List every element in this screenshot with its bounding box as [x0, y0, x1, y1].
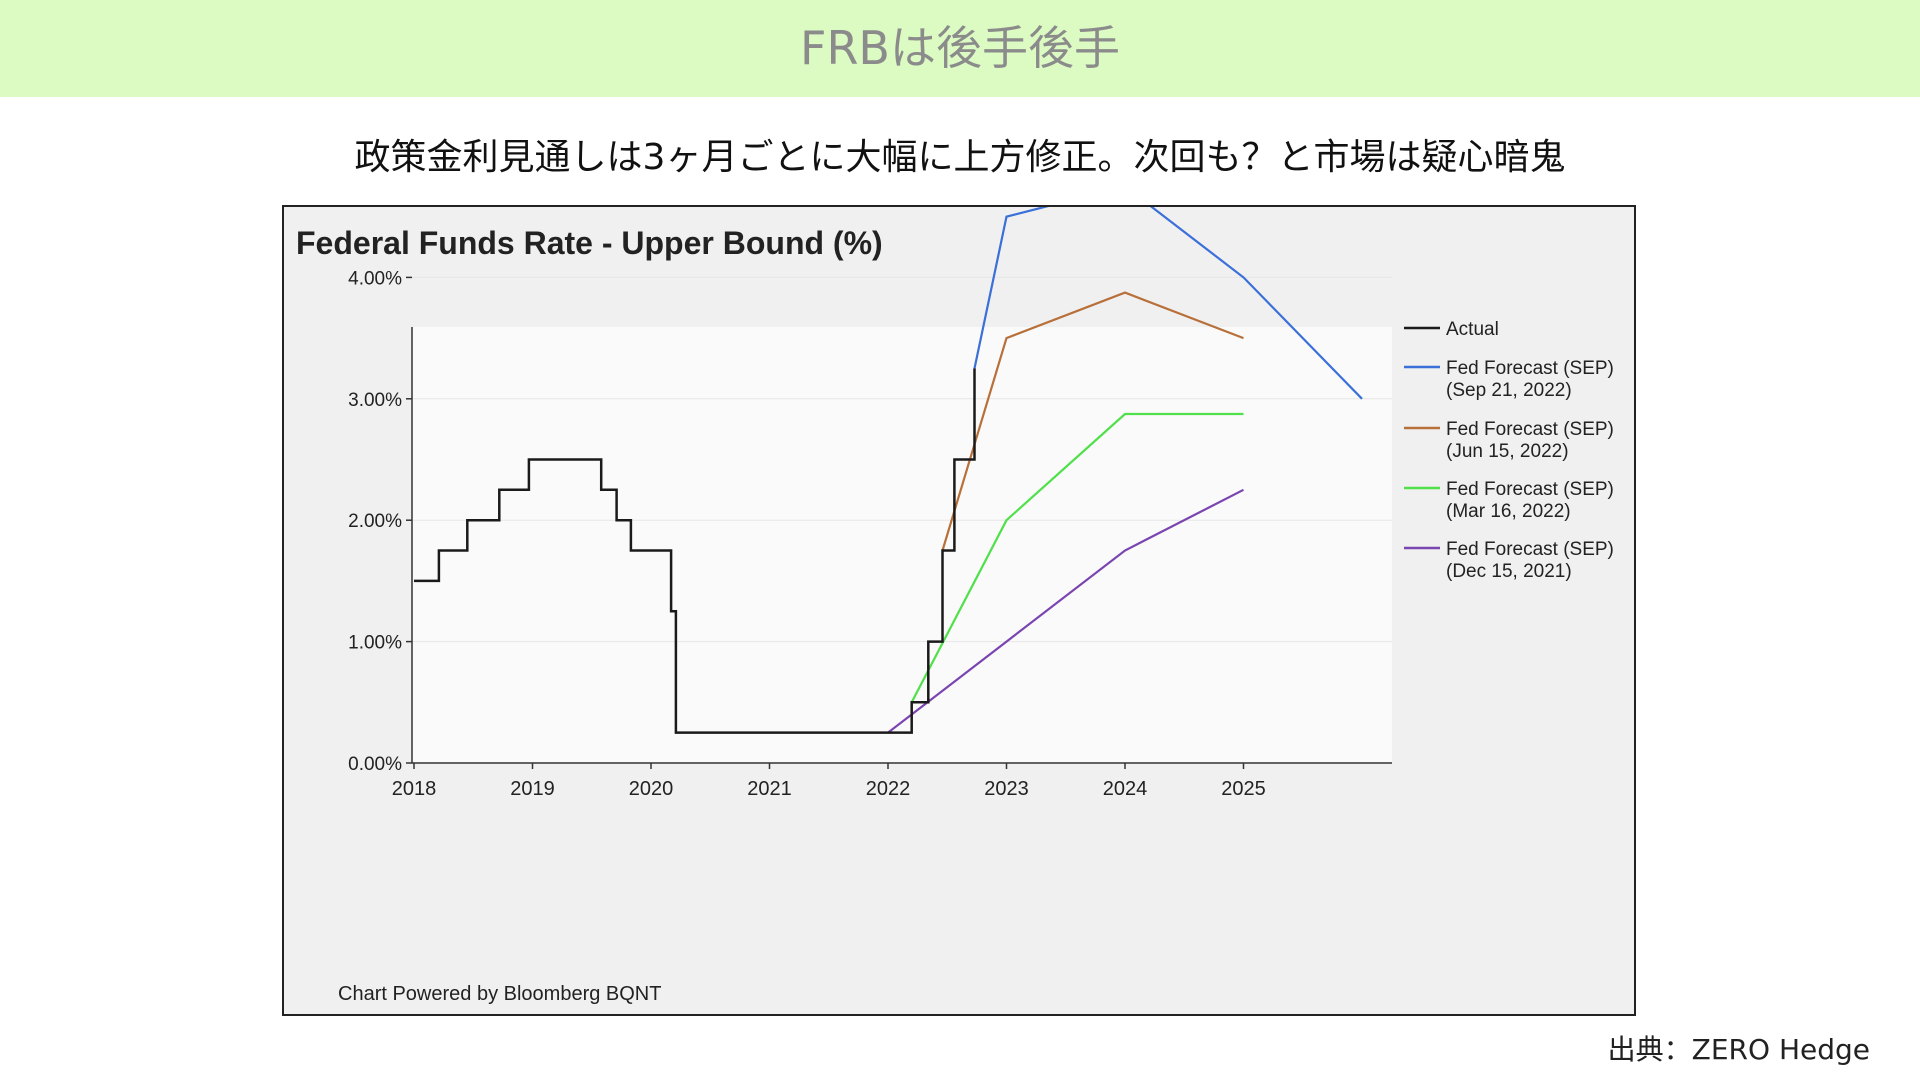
series-line-forecast — [887, 488, 1245, 734]
x-tick-label: 2021 — [747, 778, 792, 800]
chart-frame: Federal Funds Rate - Upper Bound (%) 0.0… — [282, 205, 1636, 1016]
x-tick-label: 2024 — [1103, 778, 1148, 800]
legend-label: Actual — [1446, 319, 1499, 340]
page-title: FRBは後手後手 — [800, 21, 1120, 75]
plot-area — [412, 327, 1392, 763]
y-tick-label: 3.00% — [348, 390, 402, 411]
header-banner — [0, 0, 1920, 97]
legend-sublabel: (Dec 15, 2021) — [1446, 561, 1572, 582]
legend-label: Fed Forecast (SEP) — [1446, 539, 1614, 560]
x-tick-label: 2019 — [510, 778, 555, 800]
y-tick-label: 0.00% — [348, 754, 402, 775]
axes: 0.00%1.00%2.00%3.00%4.00%5.00%2018201920… — [348, 268, 1392, 800]
subtitle: 政策金利見通しは3ヶ月ごとに大幅に上方修正。次回も？と市場は疑心暗鬼 — [354, 137, 1566, 178]
series-line-forecast — [910, 412, 1244, 703]
y-tick-label: 2.00% — [348, 511, 402, 532]
legend-label: Fed Forecast (SEP) — [1446, 358, 1614, 379]
series-layer — [414, 207, 1363, 734]
chart-title: Federal Funds Rate - Upper Bound (%) — [296, 225, 883, 261]
legend-label: Fed Forecast (SEP) — [1446, 479, 1614, 500]
x-tick-label: 2020 — [629, 778, 674, 800]
legend-sublabel: (Jun 15, 2022) — [1446, 441, 1569, 462]
x-tick-label: 2023 — [984, 778, 1029, 800]
series-line-actual — [414, 368, 976, 734]
series-line-forecast — [973, 207, 1363, 400]
x-tick-label: 2022 — [866, 778, 911, 800]
y-tick-label: 4.00% — [348, 268, 402, 289]
y-tick-label: 1.00% — [348, 633, 402, 654]
legend-label: Fed Forecast (SEP) — [1446, 419, 1614, 440]
legend-sublabel: (Sep 21, 2022) — [1446, 380, 1572, 401]
legend-sublabel: (Mar 16, 2022) — [1446, 501, 1571, 522]
x-tick-label: 2018 — [392, 778, 437, 800]
source-credit: 出典：ZERO Hedge — [1607, 1033, 1870, 1066]
chart-svg: Federal Funds Rate - Upper Bound (%) 0.0… — [296, 207, 1614, 1005]
chart-footer: Chart Powered by Bloomberg BQNT — [338, 983, 661, 1005]
x-tick-label: 2025 — [1221, 778, 1266, 800]
